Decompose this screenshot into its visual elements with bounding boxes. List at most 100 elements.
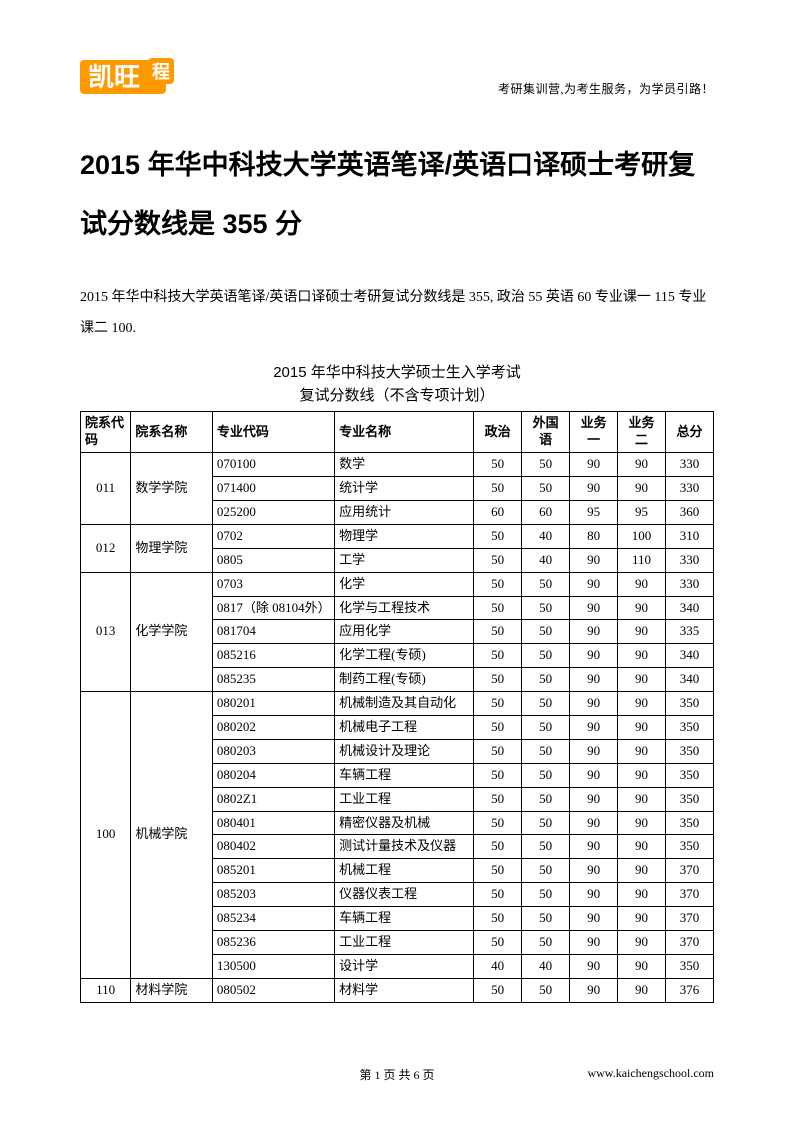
cell-major-code: 0703 — [212, 572, 334, 596]
cell-major-name: 化学 — [335, 572, 474, 596]
cell-major-name: 物理学 — [335, 524, 474, 548]
cell-course2: 90 — [618, 787, 666, 811]
col-course2: 业务二 — [618, 412, 666, 453]
cell-course2: 90 — [618, 763, 666, 787]
cell-course2: 90 — [618, 453, 666, 477]
cell-course1: 90 — [570, 859, 618, 883]
col-foreign: 外国语 — [522, 412, 570, 453]
cell-total: 350 — [666, 954, 714, 978]
svg-text:凯旺: 凯旺 — [88, 63, 140, 92]
cell-course1: 90 — [570, 954, 618, 978]
page-footer: 第 1 页 共 6 页 www.kaichengschool.com — [80, 1066, 714, 1083]
cell-major-name: 化学工程(专硕) — [335, 644, 474, 668]
col-major-code: 专业代码 — [212, 412, 334, 453]
cell-course1: 90 — [570, 453, 618, 477]
cell-politics: 50 — [474, 787, 522, 811]
cell-major-name: 仪器仪表工程 — [335, 883, 474, 907]
cell-total: 330 — [666, 548, 714, 572]
cell-total: 350 — [666, 811, 714, 835]
cell-politics: 50 — [474, 477, 522, 501]
cell-major-code: 085216 — [212, 644, 334, 668]
cell-politics: 50 — [474, 811, 522, 835]
cell-politics: 50 — [474, 835, 522, 859]
col-dept-code: 院系代码 — [81, 412, 131, 453]
cell-course2: 90 — [618, 715, 666, 739]
logo: 凯旺 程 — [80, 52, 176, 100]
cell-major-name: 车辆工程 — [335, 907, 474, 931]
cell-course1: 90 — [570, 787, 618, 811]
cell-major-code: 085203 — [212, 883, 334, 907]
footer-page: 第 1 页 共 6 页 — [359, 1066, 434, 1083]
cell-foreign: 50 — [522, 763, 570, 787]
col-dept-name: 院系名称 — [131, 412, 213, 453]
cell-course2: 90 — [618, 883, 666, 907]
cell-major-code: 0802Z1 — [212, 787, 334, 811]
cell-course1: 90 — [570, 883, 618, 907]
score-table: 院系代码 院系名称 专业代码 专业名称 政治 外国语 业务一 业务二 总分 01… — [80, 411, 714, 1002]
cell-politics: 50 — [474, 668, 522, 692]
cell-course2: 90 — [618, 930, 666, 954]
cell-course1: 90 — [570, 620, 618, 644]
cell-major-code: 081704 — [212, 620, 334, 644]
cell-major-name: 工业工程 — [335, 930, 474, 954]
cell-course1: 90 — [570, 811, 618, 835]
cell-major-name: 制药工程(专硕) — [335, 668, 474, 692]
cell-major-code: 080401 — [212, 811, 334, 835]
cell-major-code: 025200 — [212, 500, 334, 524]
cell-politics: 50 — [474, 715, 522, 739]
tagline: 考研集训营,为考生服务，为学员引路！ — [498, 80, 714, 97]
cell-dept-code: 100 — [81, 692, 131, 979]
cell-total: 370 — [666, 930, 714, 954]
cell-course1: 90 — [570, 477, 618, 501]
cell-course1: 90 — [570, 692, 618, 716]
cell-total: 350 — [666, 835, 714, 859]
cell-total: 350 — [666, 692, 714, 716]
cell-major-code: 080204 — [212, 763, 334, 787]
cell-foreign: 40 — [522, 524, 570, 548]
cell-major-name: 化学与工程技术 — [335, 596, 474, 620]
cell-politics: 50 — [474, 763, 522, 787]
cell-major-name: 应用统计 — [335, 500, 474, 524]
cell-total: 330 — [666, 453, 714, 477]
cell-politics: 40 — [474, 954, 522, 978]
col-major-name: 专业名称 — [335, 412, 474, 453]
cell-course2: 100 — [618, 524, 666, 548]
table-row: 011数学学院070100数学50509090330 — [81, 453, 714, 477]
cell-major-code: 085201 — [212, 859, 334, 883]
cell-course2: 90 — [618, 596, 666, 620]
cell-course2: 90 — [618, 572, 666, 596]
cell-course2: 90 — [618, 477, 666, 501]
cell-foreign: 60 — [522, 500, 570, 524]
cell-total: 350 — [666, 787, 714, 811]
cell-foreign: 50 — [522, 620, 570, 644]
cell-major-code: 070100 — [212, 453, 334, 477]
cell-dept-name: 材料学院 — [131, 978, 213, 1002]
cell-dept-name: 物理学院 — [131, 524, 213, 572]
cell-course1: 80 — [570, 524, 618, 548]
cell-total: 340 — [666, 644, 714, 668]
cell-course2: 90 — [618, 620, 666, 644]
cell-course1: 90 — [570, 739, 618, 763]
cell-politics: 50 — [474, 739, 522, 763]
cell-course1: 95 — [570, 500, 618, 524]
cell-total: 370 — [666, 859, 714, 883]
cell-major-name: 精密仪器及机械 — [335, 811, 474, 835]
cell-politics: 50 — [474, 692, 522, 716]
cell-course1: 90 — [570, 930, 618, 954]
cell-dept-name: 数学学院 — [131, 453, 213, 525]
cell-foreign: 50 — [522, 835, 570, 859]
cell-major-name: 数学 — [335, 453, 474, 477]
cell-foreign: 50 — [522, 883, 570, 907]
cell-course2: 90 — [618, 644, 666, 668]
cell-course2: 90 — [618, 692, 666, 716]
cell-politics: 50 — [474, 620, 522, 644]
cell-course1: 90 — [570, 907, 618, 931]
cell-major-name: 统计学 — [335, 477, 474, 501]
cell-foreign: 50 — [522, 453, 570, 477]
cell-total: 370 — [666, 883, 714, 907]
cell-total: 310 — [666, 524, 714, 548]
cell-major-name: 测试计量技术及仪器 — [335, 835, 474, 859]
cell-foreign: 50 — [522, 739, 570, 763]
table-title-line1: 2015 年华中科技大学硕士生入学考试 — [80, 362, 714, 385]
cell-major-code: 0817（除 08104外） — [212, 596, 334, 620]
